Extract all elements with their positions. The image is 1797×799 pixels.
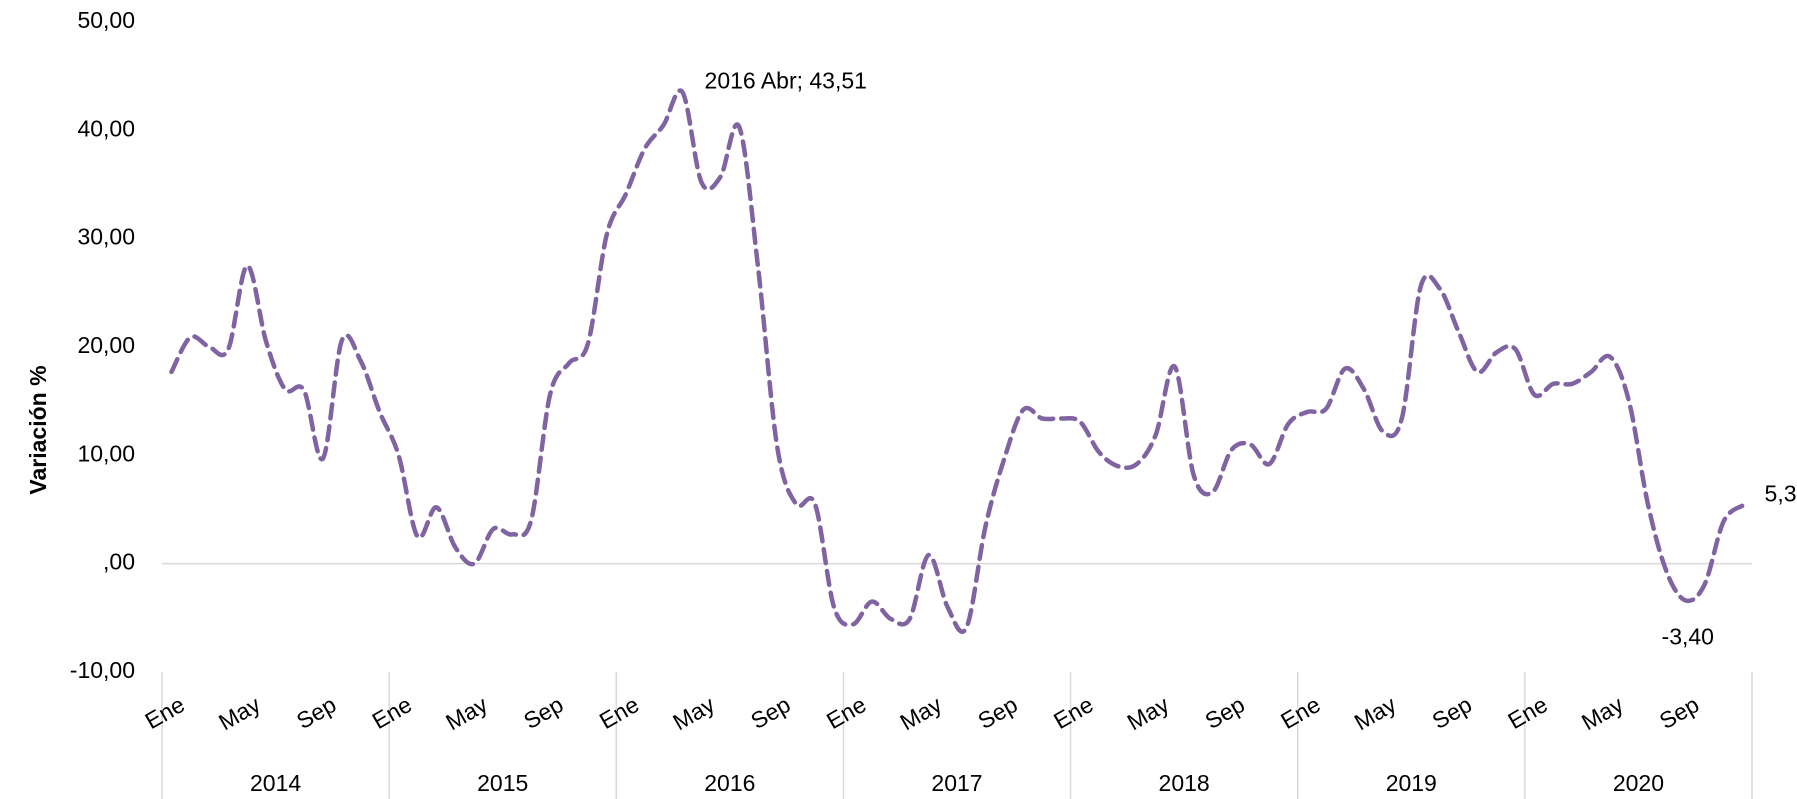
y-tick-label: 20,00 — [77, 332, 135, 358]
year-label: 2020 — [1613, 770, 1664, 796]
year-label: 2019 — [1386, 770, 1437, 796]
x-tick-label: Sep — [746, 691, 794, 734]
x-tick-label: May — [668, 691, 719, 735]
x-tick-label: Sep — [1428, 691, 1476, 734]
y-tick-label: ,00 — [103, 549, 135, 575]
x-tick-label: May — [1577, 691, 1628, 735]
y-tick-label: 30,00 — [77, 224, 135, 250]
x-tick-label: Ene — [822, 691, 870, 734]
x-tick-label: Ene — [595, 691, 643, 734]
data-line — [169, 88, 1745, 634]
x-tick-label: Sep — [519, 691, 567, 734]
x-tick-label: Sep — [973, 691, 1021, 734]
x-tick-label: Ene — [141, 691, 189, 734]
x-tick-label: Ene — [368, 691, 416, 734]
x-tick-label: Sep — [292, 691, 340, 734]
y-tick-label: 10,00 — [77, 440, 135, 466]
data-label: 5,37 — [1765, 481, 1797, 507]
year-label: 2016 — [704, 770, 755, 796]
year-label: 2017 — [931, 770, 982, 796]
x-tick-label: May — [214, 691, 265, 735]
year-label: 2015 — [477, 770, 528, 796]
x-tick-label: May — [1350, 691, 1401, 735]
year-label: 2014 — [250, 770, 301, 796]
x-tick-label: Ene — [1276, 691, 1324, 734]
data-label: 2016 Abr; 43,51 — [705, 67, 867, 93]
x-tick-label: Sep — [1201, 691, 1249, 734]
y-tick-label: -10,00 — [70, 657, 135, 683]
x-tick-label: Ene — [1503, 691, 1551, 734]
y-tick-label: 40,00 — [77, 115, 135, 141]
x-tick-label: May — [1123, 691, 1174, 735]
x-tick-label: Sep — [1655, 691, 1703, 734]
year-label: 2018 — [1159, 770, 1210, 796]
x-tick-label: Ene — [1049, 691, 1097, 734]
x-tick-label: May — [896, 691, 947, 735]
y-axis-label: Variación % — [25, 365, 51, 494]
y-tick-label: 50,00 — [77, 7, 135, 33]
data-label: -3,40 — [1662, 624, 1714, 650]
x-tick-label: May — [441, 691, 492, 735]
